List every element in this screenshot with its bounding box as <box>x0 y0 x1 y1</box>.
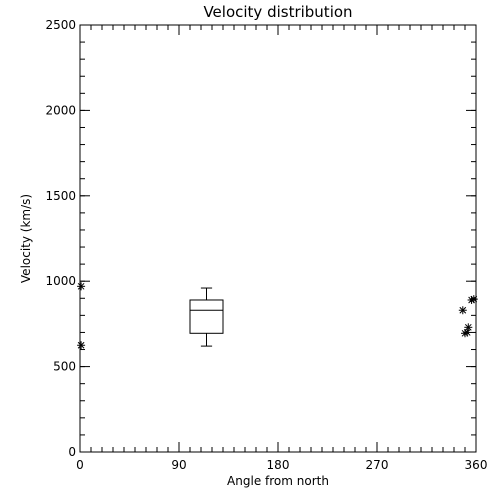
y-tick-label: 500 <box>53 360 76 374</box>
y-tick-label: 1000 <box>45 274 76 288</box>
y-tick-label: 1500 <box>45 189 76 203</box>
y-tick-label: 2000 <box>45 103 76 117</box>
data-point <box>77 341 86 350</box>
plot-frame <box>79 24 477 453</box>
y-tick-label: 2500 <box>45 18 76 32</box>
x-tick-label: 270 <box>366 458 389 472</box>
x-axis-label: Angle from north <box>227 474 329 488</box>
data-point <box>463 328 472 337</box>
tick-labels: 0 90 180 270 360 0 500 1000 1500 2000 2500 <box>45 18 487 472</box>
data-point <box>464 323 473 332</box>
data-point <box>458 306 467 315</box>
data-point <box>77 282 86 291</box>
chart-title: Velocity distribution <box>203 3 352 21</box>
box-plot <box>189 287 224 347</box>
axis-ticks <box>79 24 477 453</box>
x-tick-label: 360 <box>465 458 488 472</box>
x-tick-label: 0 <box>76 458 84 472</box>
box-iqr <box>189 299 224 334</box>
x-tick-label: 180 <box>267 458 290 472</box>
data-point <box>469 295 478 304</box>
y-tick-label: 0 <box>68 445 76 459</box>
x-tick-label: 90 <box>171 458 186 472</box>
y-axis-label: Velocity (km/s) <box>19 194 33 283</box>
data-points <box>77 282 478 350</box>
